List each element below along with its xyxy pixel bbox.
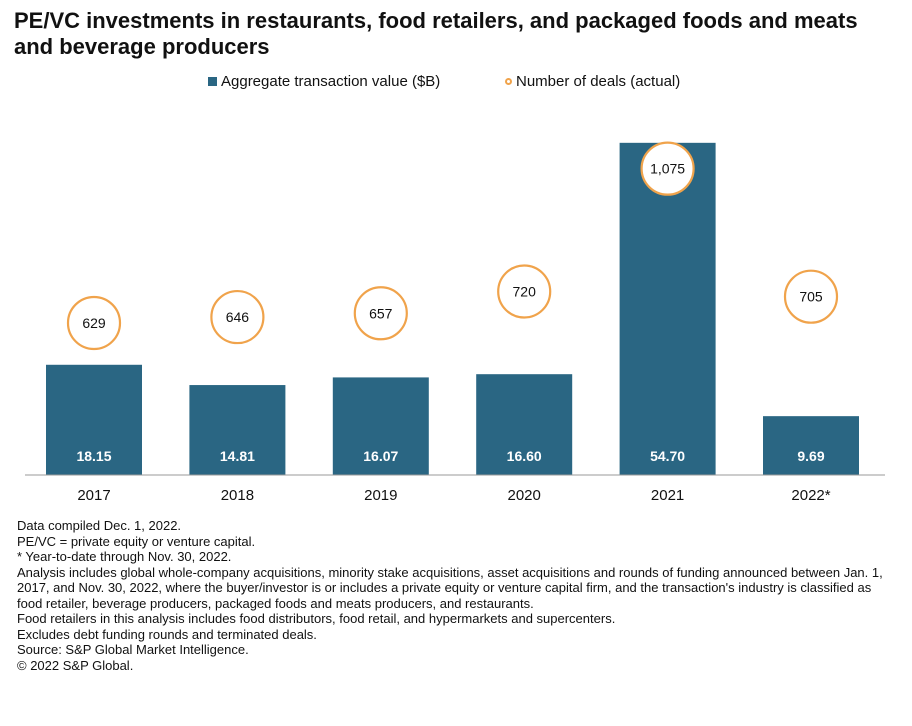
x-tick-label-0: 2017 — [77, 487, 110, 504]
deal-value-label-5: 705 — [799, 289, 823, 305]
chart-title: PE/VC investments in restaurants, food r… — [14, 8, 858, 59]
deal-marker-1 — [210, 289, 265, 345]
x-tick-label-3: 2020 — [508, 487, 541, 504]
x-tick-label-1: 2018 — [221, 487, 254, 504]
bar-value-label-3: 16.60 — [507, 448, 542, 464]
bar-3 — [476, 374, 573, 475]
deal-value-label-3: 720 — [513, 283, 537, 299]
bar-chart: 18.15 2017 629 14.81 2018 646 16.07 2019 657 16.6… — [25, 141, 885, 504]
bar-value-label-5: 9.69 — [797, 448, 824, 464]
footnotes: Data compiled Dec. 1, 2022. PE/VC = priv… — [17, 518, 897, 673]
deal-value-label-2: 657 — [369, 305, 393, 321]
deal-marker-2 — [353, 286, 408, 341]
footnote-compiled: Data compiled Dec. 1, 2022. — [17, 518, 182, 533]
deal-marker-0 — [66, 295, 122, 351]
footnote-pevc: PE/VC = private equity or venture capita… — [17, 533, 256, 549]
legend-label-deal-count: Number of deals (actual) — [516, 73, 681, 90]
legend-item-transaction-value: Aggregate transaction value ($B) — [208, 73, 440, 90]
bar-1 — [189, 385, 286, 475]
bar-value-label-1: 14.81 — [220, 448, 255, 464]
deal-value-label-1: 646 — [226, 309, 250, 325]
legend-label-transaction-value: Aggregate transaction value ($B) — [221, 73, 441, 90]
deal-marker-4 — [640, 141, 695, 196]
deal-marker-5 — [783, 269, 839, 324]
bar-2 — [332, 377, 429, 475]
chart-legend: Aggregate transaction value ($B) Number … — [0, 73, 912, 91]
footnote-copyright: © 2022 S&P Global. — [17, 657, 134, 673]
bar-0 — [46, 364, 142, 475]
deal-marker-3 — [497, 264, 552, 319]
bar-5 — [763, 416, 859, 475]
bar-value-label-4: 54.70 — [650, 448, 685, 464]
x-tick-label-4: 2021 — [651, 487, 684, 504]
bar-value-label-0: 18.15 — [76, 448, 111, 464]
footnote-analysis: Analysis includes global whole-company a… — [17, 564, 883, 611]
x-tick-label-2: 2019 — [364, 487, 397, 504]
footnote-food-retailers: Food retailers in this analysis includes… — [17, 611, 616, 626]
legend-item-deal-count: Number of deals (actual) — [505, 73, 680, 90]
bar-4 — [619, 142, 716, 475]
footnote-ytd: * Year-to-date through Nov. 30, 2022. — [17, 549, 232, 564]
footnote-source: Source: S&P Global Market Intelligence. — [17, 642, 249, 657]
bar-swatch-icon — [208, 77, 217, 86]
bar-value-label-2: 16.07 — [363, 448, 398, 464]
footnote-excludes: Excludes debt funding rounds and termina… — [17, 626, 317, 642]
deal-value-label-0: 629 — [82, 315, 106, 331]
x-tick-label-5: 2022* — [791, 487, 830, 504]
deal-value-label-4: 1,075 — [650, 161, 685, 177]
circle-swatch-icon — [505, 78, 512, 85]
